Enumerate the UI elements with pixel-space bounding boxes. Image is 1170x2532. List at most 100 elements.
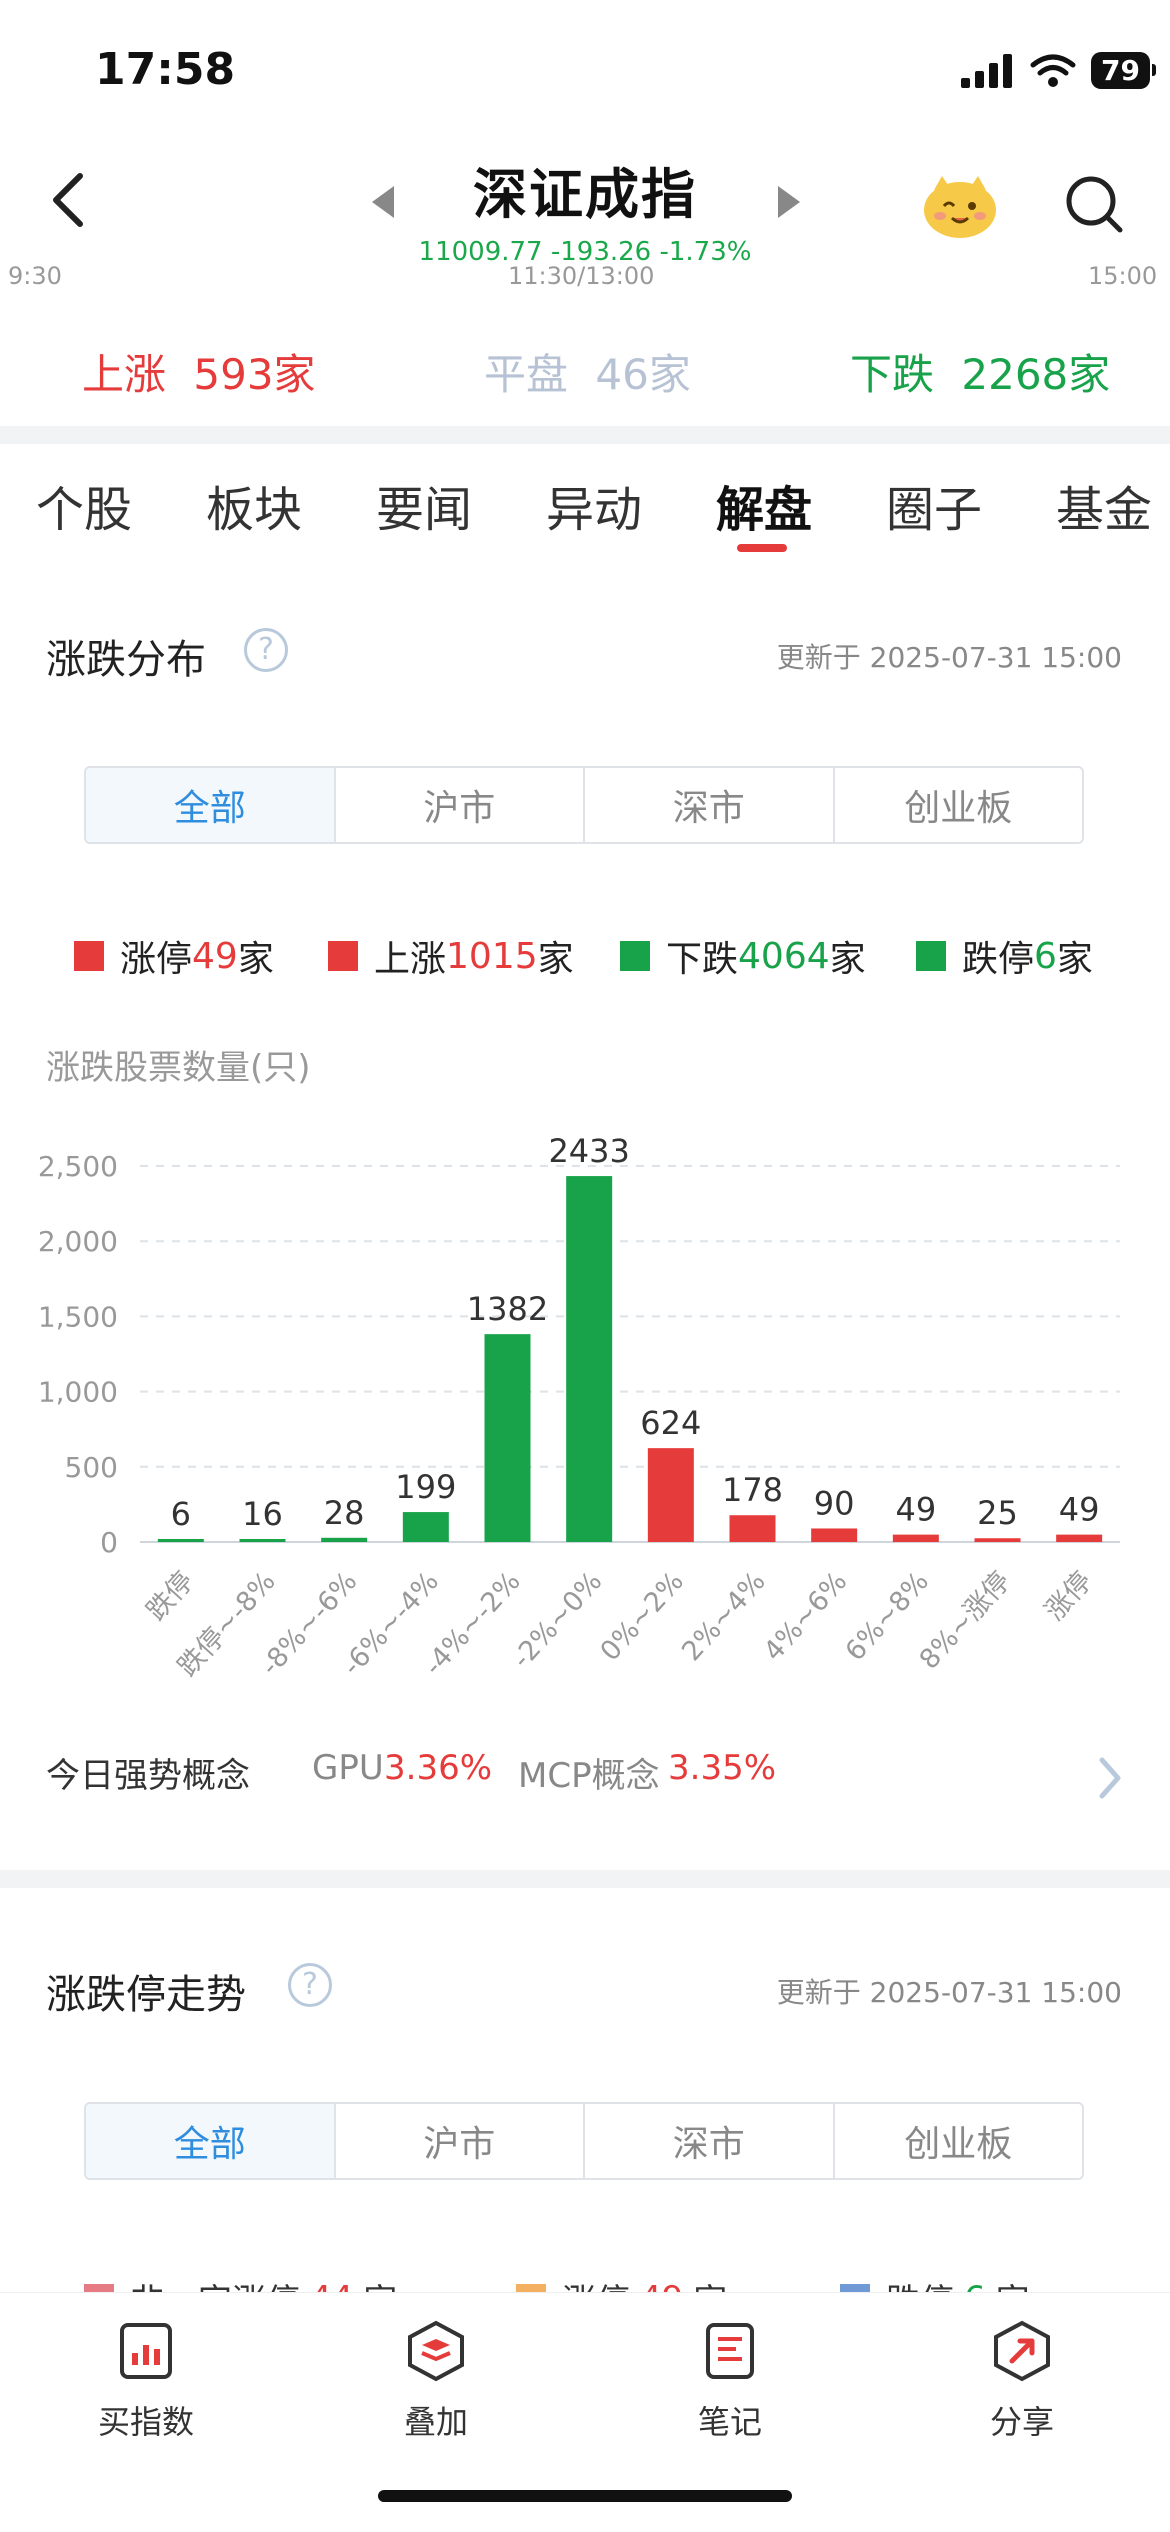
segment-all[interactable]: 全部 (86, 2104, 336, 2178)
strong-concepts-row[interactable]: 今日强势概念 GPU 3.36% MCP概念 3.35% (46, 1748, 1146, 1808)
y-tick-label: 500 (65, 1451, 118, 1484)
layers-icon (408, 2320, 464, 2382)
legend-value: 4064 (738, 935, 830, 977)
bar (239, 1539, 286, 1542)
bar (811, 1528, 858, 1542)
bar (892, 1534, 939, 1542)
legend-down: 下跌 4064 家 (620, 930, 866, 982)
tab-sectors[interactable]: 板块 (206, 482, 303, 538)
market-segment-control-2: 全部 沪市 深市 创业板 (84, 2102, 1084, 2180)
segment-chinext[interactable]: 创业板 (904, 2124, 1013, 2165)
legend-value: 6 (1034, 935, 1057, 977)
segment-sh[interactable]: 沪市 (336, 768, 585, 842)
distribution-legend: 涨停 49 家 上涨 1015 家 下跌 4064 家 跌停 6 家 (70, 930, 1130, 990)
tab-stocks[interactable]: 个股 (36, 482, 133, 538)
tab-news[interactable]: 要闻 (376, 482, 473, 538)
bar (647, 1448, 694, 1542)
legend-swatch (328, 941, 358, 971)
summary-flat: 平盘 46家 (484, 341, 691, 402)
tab-analysis[interactable]: 解盘 (716, 482, 813, 538)
x-tick-label: 涨停 (1039, 1566, 1098, 1627)
prev-index-icon[interactable] (372, 186, 394, 218)
summary-up-label: 上涨 (82, 350, 167, 399)
bottom-label: 买指数 (97, 2403, 194, 2441)
bar (321, 1537, 368, 1542)
y-tick-label: 2,500 (38, 1150, 118, 1183)
segment-sz[interactable]: 深市 (585, 768, 835, 842)
legend-unit: 家 (237, 939, 274, 980)
timeline-mid: 11:30/13:00 (508, 262, 655, 290)
legend-swatch (916, 941, 946, 971)
concept-name: MCP概念 (518, 1756, 660, 1796)
overlay-button[interactable]: 叠加 (356, 2319, 516, 2443)
tab-community[interactable]: 圈子 (886, 482, 983, 538)
x-tick-label: 跌停 (141, 1566, 200, 1627)
bottom-label: 笔记 (697, 2403, 762, 2441)
bar (729, 1515, 776, 1542)
back-icon[interactable] (40, 170, 100, 230)
bar-value-label: 1382 (467, 1290, 548, 1328)
tab-funds[interactable]: 基金 (1056, 482, 1153, 538)
segment-all[interactable]: 全部 (86, 768, 336, 842)
share-icon (994, 2320, 1050, 2382)
home-indicator (378, 2490, 792, 2502)
distribution-chart: 05001,0001,5002,0002,5006跌停16跌停~-8%28-8%… (38, 1132, 1120, 1683)
next-index-icon[interactable] (778, 186, 800, 218)
tab-movers[interactable]: 异动 (546, 482, 643, 538)
legend-label: 上涨 (374, 939, 447, 980)
bar-value-label: 6 (171, 1495, 191, 1533)
battery-indicator: 79 (1091, 52, 1156, 89)
chart-doc-icon (120, 2323, 172, 2379)
bar (484, 1334, 531, 1542)
legend-unit: 家 (829, 939, 866, 980)
wifi-icon (1030, 54, 1076, 87)
summary-flat-value: 46家 (595, 350, 691, 399)
bar-value-label: 2433 (548, 1132, 629, 1170)
active-tab-indicator (737, 544, 787, 552)
y-tick-label: 0 (100, 1526, 118, 1559)
legend-limit-up: 涨停 49 家 (74, 930, 274, 982)
bar-value-label: 28 (324, 1494, 365, 1532)
bar-value-label: 16 (242, 1495, 283, 1533)
status-time: 17:58 (95, 44, 236, 95)
x-tick-label: 2%~4% (676, 1566, 772, 1667)
help-icon[interactable]: ? (244, 628, 288, 672)
market-segment-control: 全部 沪市 深市 创业板 (84, 766, 1084, 844)
bar (1056, 1534, 1103, 1542)
bar-value-label: 25 (977, 1494, 1018, 1532)
note-icon (706, 2323, 754, 2379)
legend-up: 上涨 1015 家 (328, 930, 574, 982)
section-divider (0, 1870, 1170, 1888)
bar-value-label: 199 (395, 1468, 456, 1506)
summary-up: 上涨 593家 (82, 341, 316, 402)
concept-change: 3.36% (384, 1748, 493, 1788)
bar-value-label: 624 (640, 1404, 701, 1442)
x-tick-label: 0%~2% (595, 1566, 691, 1667)
summary-down-label: 下跌 (850, 350, 935, 399)
update-time: 更新于 2025-07-31 15:00 (776, 1976, 1122, 2009)
mascot-icon[interactable] (920, 170, 1000, 240)
section-title-limit-trend: 涨跌停走势 (46, 1972, 246, 2018)
bar (566, 1176, 613, 1542)
summary-row: 上涨 593家 平盘 46家 下跌 2268家 (0, 305, 1170, 425)
title-wrap: 深证成指 11009.77 -193.26 -1.73% (0, 150, 1170, 267)
summary-flat-label: 平盘 (484, 350, 569, 399)
segment-sh[interactable]: 沪市 (336, 2104, 585, 2178)
signal-icon (961, 53, 1013, 88)
chevron-right-icon[interactable] (1090, 1748, 1130, 1808)
status-icons: 79 (961, 52, 1156, 89)
bar (974, 1538, 1021, 1542)
summary-up-value: 593家 (193, 350, 316, 399)
segment-chinext[interactable]: 创业板 (904, 788, 1013, 829)
legend-label: 涨停 (120, 939, 193, 980)
summary-down-value: 2268家 (961, 350, 1111, 399)
y-tick-label: 1,000 (38, 1376, 118, 1409)
buy-index-button[interactable]: 买指数 (66, 2319, 226, 2443)
share-button[interactable]: 分享 (942, 2319, 1102, 2443)
notes-button[interactable]: 笔记 (650, 2319, 810, 2443)
y-tick-label: 2,000 (38, 1225, 118, 1258)
search-icon[interactable] (1062, 172, 1126, 236)
help-icon[interactable]: ? (288, 1963, 332, 2007)
segment-sz[interactable]: 深市 (585, 2104, 835, 2178)
legend-value: 1015 (446, 935, 538, 977)
